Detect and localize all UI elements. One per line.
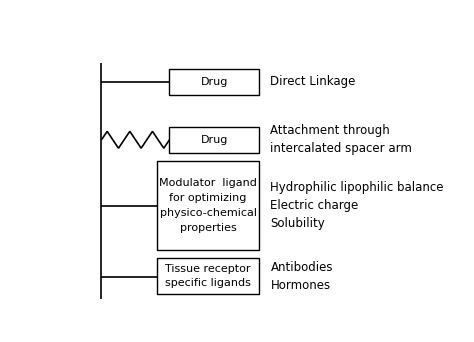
Text: Attachment through
intercalated spacer arm: Attachment through intercalated spacer a… <box>271 124 412 155</box>
Bar <box>169 69 259 95</box>
Text: Drug: Drug <box>201 77 228 87</box>
Text: Direct Linkage: Direct Linkage <box>271 75 356 88</box>
Text: Tissue receptor
specific ligands: Tissue receptor specific ligands <box>165 264 251 288</box>
Text: Antibodies
Hormones: Antibodies Hormones <box>271 261 333 292</box>
Bar <box>156 161 259 250</box>
Bar <box>169 127 259 153</box>
Text: Drug: Drug <box>201 135 228 145</box>
Text: Modulator  ligand
for optimizing
physico-chemical
properties: Modulator ligand for optimizing physico-… <box>159 179 257 233</box>
Text: Hydrophilic lipophilic balance
Electric charge
Solubility: Hydrophilic lipophilic balance Electric … <box>271 181 444 230</box>
Bar <box>156 258 259 294</box>
